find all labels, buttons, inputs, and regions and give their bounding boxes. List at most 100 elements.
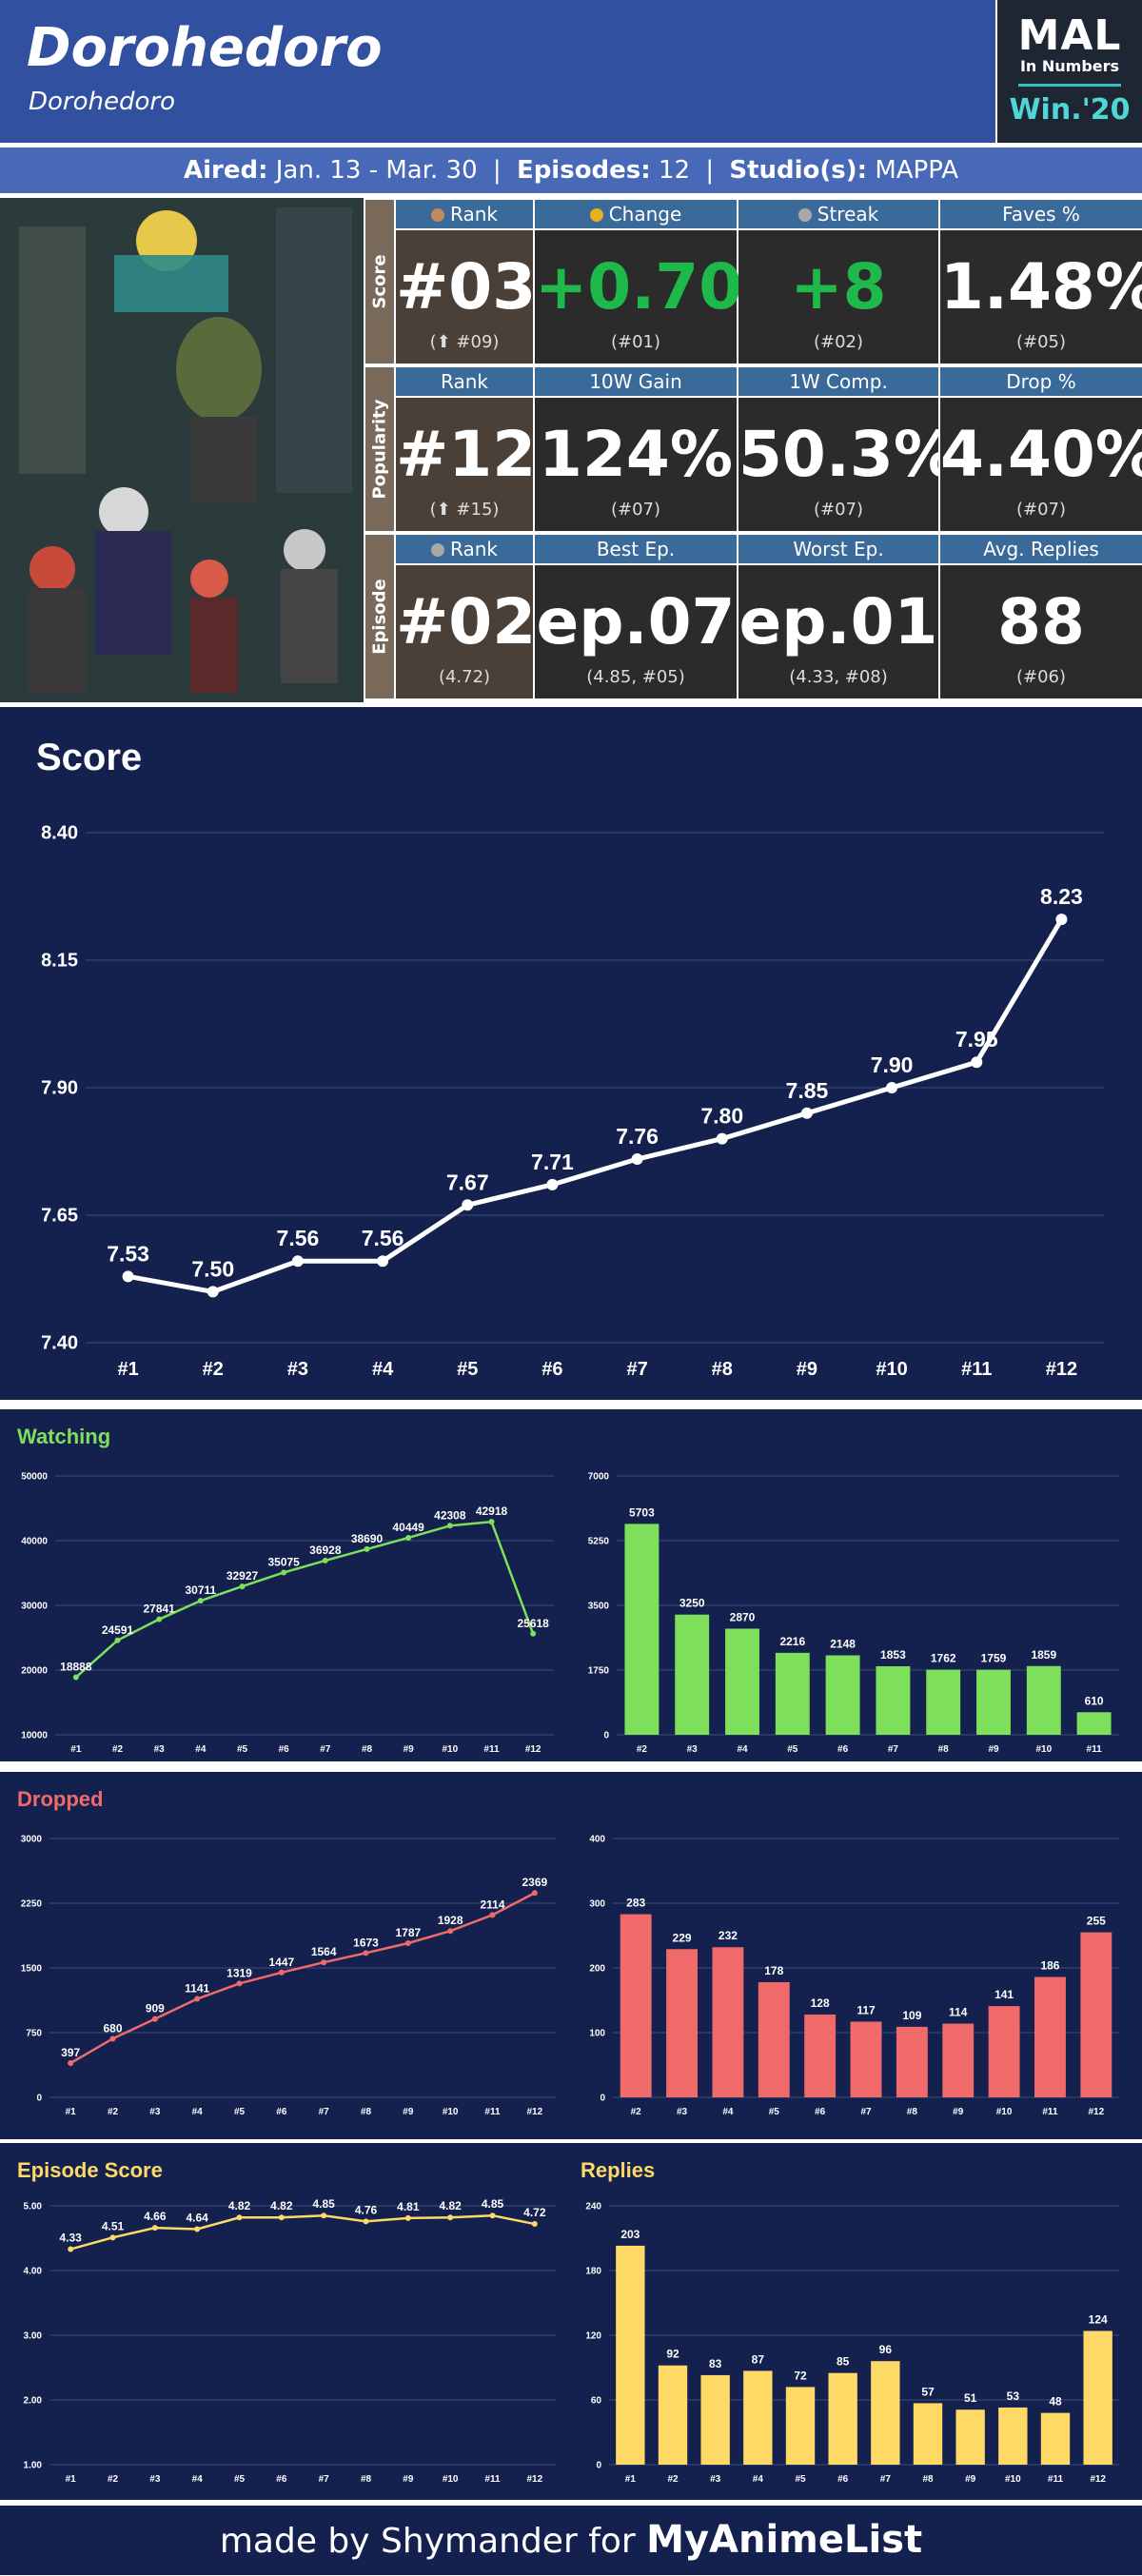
data-label: 229 xyxy=(673,1931,692,1944)
data-point xyxy=(489,1912,496,1918)
data-label: 1759 xyxy=(981,1652,1007,1665)
x-tick-label: #9 xyxy=(797,1359,817,1380)
data-label: 4.72 xyxy=(523,2206,546,2219)
x-tick-label: #3 xyxy=(710,2474,721,2485)
bar xyxy=(871,2361,900,2465)
y-tick-label: 300 xyxy=(589,1898,605,1909)
stat-header-label: 10W Gain xyxy=(589,370,682,393)
bar xyxy=(666,1949,698,2097)
data-label: 117 xyxy=(856,2003,876,2016)
row-label-text: Score xyxy=(369,254,390,309)
bar xyxy=(976,1669,1011,1735)
stat-header: Drop % xyxy=(940,367,1142,396)
data-point xyxy=(278,2214,285,2221)
data-point xyxy=(800,1107,813,1119)
data-label: 87 xyxy=(752,2352,765,2366)
stat-value: ep.07 xyxy=(536,585,736,659)
x-tick-label: #5 xyxy=(237,1744,248,1755)
data-point xyxy=(281,1569,287,1576)
data-label: 7.95 xyxy=(955,1027,998,1052)
stat-cell: ep.01 (4.33, #08) xyxy=(738,565,938,698)
episode-panel: Episode Score 1.00 2.00 3.00 4.00 5.00 4.33 4.5… xyxy=(0,2143,1142,2500)
bar xyxy=(998,2407,1028,2465)
data-point xyxy=(447,1928,454,1935)
x-tick-label: #1 xyxy=(70,1744,82,1755)
data-label: 283 xyxy=(626,1897,645,1910)
x-tick-label: #2 xyxy=(631,2107,642,2117)
data-point xyxy=(114,1637,121,1643)
bar xyxy=(988,2006,1020,2097)
data-point xyxy=(321,1959,327,1966)
x-tick-label: #11 xyxy=(483,1744,500,1755)
data-label: 4.82 xyxy=(270,2199,293,2212)
data-point xyxy=(109,2234,116,2241)
bar xyxy=(1040,2412,1071,2465)
mal-subtitle: In Numbers xyxy=(1019,57,1120,75)
series-line xyxy=(69,1892,536,2065)
data-point xyxy=(321,2212,327,2219)
data-point xyxy=(447,2214,454,2221)
stat-cell: 124% (#07) xyxy=(535,398,737,531)
data-label: 35075 xyxy=(267,1555,300,1568)
season-label: Win.'20 xyxy=(1009,93,1131,127)
data-point xyxy=(194,2226,201,2232)
stat-header-label: Drop % xyxy=(1006,370,1076,393)
data-label: 4.85 xyxy=(312,2197,335,2211)
x-tick-label: #2 xyxy=(637,1744,648,1755)
stat-cell: #02 (4.72) xyxy=(396,565,536,698)
x-tick-label: #1 xyxy=(625,2474,637,2485)
data-label: 680 xyxy=(103,2021,122,2035)
data-point xyxy=(194,1996,201,2002)
watching-panel: Watching 10000 20000 30000 40000 50000 18888 24… xyxy=(0,1409,1142,1761)
x-tick-label: #6 xyxy=(276,2474,287,2485)
data-label: 909 xyxy=(146,2002,165,2016)
data-label: 7.67 xyxy=(446,1170,489,1194)
stat-cell: 1.48% (#05) xyxy=(940,230,1142,364)
x-tick-label: #11 xyxy=(1087,1744,1103,1755)
x-tick-label: #7 xyxy=(320,1744,331,1755)
data-point xyxy=(404,1939,411,1946)
medal-icon xyxy=(431,543,444,557)
data-point xyxy=(971,1056,983,1069)
data-label: 1787 xyxy=(395,1926,421,1939)
data-label: 7.53 xyxy=(107,1241,149,1266)
x-tick-label: #5 xyxy=(457,1359,478,1380)
stat-value: 1.48% xyxy=(940,250,1142,324)
data-label: 4.64 xyxy=(186,2211,208,2224)
dropped-charts: Dropped075015002250300039768090911411319… xyxy=(17,1787,1119,2117)
stat-cell: #03 (⬆ #09) xyxy=(396,230,536,364)
bar xyxy=(712,1947,744,2097)
stat-header-label: Worst Ep. xyxy=(793,538,884,560)
x-tick-label: #8 xyxy=(712,1359,733,1380)
x-tick-label: #7 xyxy=(626,1359,647,1380)
y-tick-label: 8.15 xyxy=(41,951,78,972)
x-tick-label: #2 xyxy=(108,2474,119,2485)
y-tick-label: 8.40 xyxy=(41,823,78,844)
data-label: 36928 xyxy=(309,1544,342,1557)
stat-value: +0.70 xyxy=(535,250,743,324)
x-tick-label: #10 xyxy=(1035,1744,1052,1755)
data-label: 1319 xyxy=(226,1966,252,1979)
data-label: 114 xyxy=(949,2005,968,2018)
stat-value: +8 xyxy=(790,250,887,324)
data-label: 2148 xyxy=(830,1638,856,1651)
bar xyxy=(775,1652,810,1735)
watching-charts: Watching 10000 20000 30000 40000 50000 18888 24… xyxy=(17,1425,1119,1755)
data-label: 30711 xyxy=(185,1583,216,1597)
stat-header-label: 1W Comp. xyxy=(789,370,888,393)
data-point xyxy=(68,2246,74,2252)
x-tick-label: #6 xyxy=(837,2474,849,2485)
studio-value: MAPPA xyxy=(875,156,959,185)
x-tick-label: #8 xyxy=(938,1744,950,1755)
x-tick-label: #12 xyxy=(1090,2474,1106,2485)
x-tick-label: #1 xyxy=(117,1359,138,1380)
separator: | xyxy=(492,156,502,185)
footer-credit: made by Shymander for xyxy=(219,2522,636,2561)
chart-title: Watching xyxy=(17,1425,110,1448)
bar xyxy=(1026,1665,1061,1735)
data-label: 397 xyxy=(61,2046,80,2059)
row-label-episode: Episode xyxy=(365,535,394,698)
bar xyxy=(955,2409,985,2465)
y-tick-label: 7000 xyxy=(588,1471,610,1482)
data-label: 92 xyxy=(666,2348,679,2361)
